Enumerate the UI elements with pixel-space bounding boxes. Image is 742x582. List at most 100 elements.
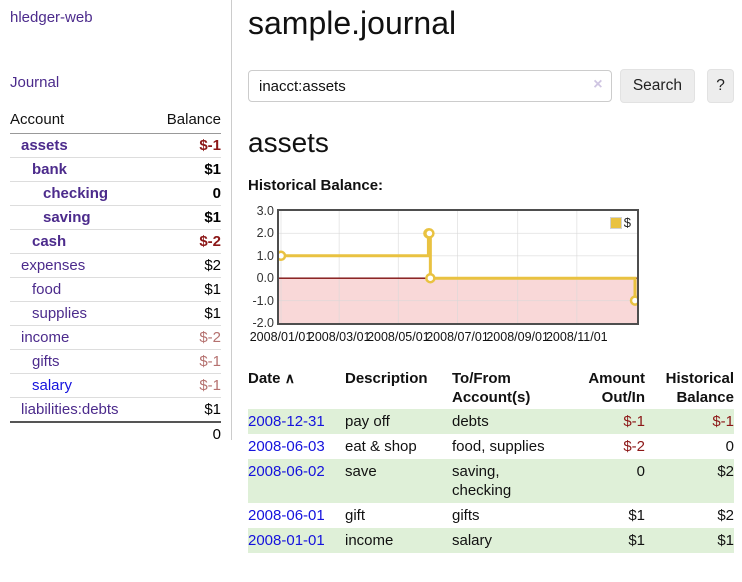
transaction-description: pay off — [345, 409, 452, 434]
page-title: sample.journal — [248, 5, 457, 41]
account-row: supplies $1 — [10, 301, 221, 326]
x-axis-tick-label: 2008/05/01 — [367, 330, 430, 344]
y-axis-tick-label: -2.0 — [252, 316, 274, 330]
account-row: salary $-1 — [10, 373, 221, 398]
search-button[interactable]: Search — [619, 69, 696, 103]
y-axis-tick-label: -1.0 — [252, 293, 274, 308]
account-row: liabilities:debts $1 — [10, 397, 221, 422]
register-row: 2008-06-02 save saving, checking 0 $2 — [248, 459, 734, 503]
x-axis-tick-label: 2008/03/01 — [307, 330, 371, 344]
account-row: saving $1 — [10, 205, 221, 230]
transaction-accounts: gifts — [452, 507, 480, 524]
sort-asc-icon: ∧ — [284, 370, 295, 386]
transaction-balance: $1 — [645, 528, 734, 553]
account-link-cash[interactable]: cash — [32, 233, 67, 250]
accounts-total-row: 0 — [10, 421, 221, 446]
account-row: income $-2 — [10, 325, 221, 350]
transaction-accounts: salary — [452, 528, 560, 553]
register-row: 2008-06-01 gift gifts $1 $2 — [248, 503, 734, 528]
clear-search-icon[interactable]: × — [593, 76, 603, 93]
account-balance: $-2 — [150, 325, 221, 350]
transaction-accounts: debts — [452, 409, 560, 434]
account-row: bank $1 — [10, 157, 221, 182]
account-row: cash $-2 — [10, 229, 221, 254]
transaction-amount: $1 — [628, 507, 645, 524]
x-axis-tick-label: 2008/09/01 — [486, 330, 549, 344]
transaction-description: eat & shop — [345, 438, 417, 455]
transaction-amount: $-2 — [623, 438, 645, 455]
account-balance: 0 — [150, 181, 221, 206]
accounts-total: 0 — [150, 421, 221, 446]
accounts-header-account: Account — [10, 108, 151, 134]
account-row: food $1 — [10, 277, 221, 302]
account-link-gifts[interactable]: gifts — [32, 353, 60, 370]
y-axis-tick-label: 1.0 — [256, 248, 274, 263]
y-axis-tick-label: 3.0 — [256, 204, 274, 218]
register-row: 2008-06-03 eat & shop food, supplies $-2… — [248, 434, 734, 459]
account-link-supplies[interactable]: supplies — [32, 305, 88, 322]
account-heading: assets — [248, 127, 329, 158]
accounts-table: Account Balance assets $-1 bank $1 checkin… — [10, 108, 221, 446]
account-link-expenses[interactable]: expenses — [21, 257, 86, 274]
account-link-salary[interactable]: salary — [32, 377, 73, 394]
transaction-description: income — [345, 528, 452, 553]
account-link-bank[interactable]: bank — [32, 161, 68, 178]
sidebar: hledger-web Journal Account Balance asse… — [0, 0, 232, 446]
account-link-saving[interactable]: saving — [43, 209, 91, 226]
transaction-accounts: food, supplies — [452, 438, 545, 455]
transaction-description: save — [345, 459, 452, 503]
register-header-date[interactable]: Date ∧ — [248, 370, 295, 387]
account-row: checking 0 — [10, 181, 221, 206]
help-button[interactable]: ? — [707, 69, 734, 103]
register-header-description: Description — [345, 370, 428, 387]
transaction-date-link[interactable]: 2008-06-01 — [248, 507, 325, 524]
register-row: 2008-12-31 pay off debts $-1 $-1 — [248, 409, 734, 434]
account-link-food[interactable]: food — [32, 281, 62, 298]
transaction-accounts: saving, checking — [452, 459, 560, 503]
account-link-checking[interactable]: checking — [43, 185, 109, 202]
search-input[interactable] — [248, 70, 612, 102]
chart-legend: $ — [608, 215, 632, 230]
account-balance: $-1 — [150, 373, 221, 398]
transaction-date-link[interactable]: 2008-06-02 — [248, 463, 325, 480]
transaction-balance: $2 — [717, 507, 734, 524]
account-row: gifts $-1 — [10, 349, 221, 374]
transaction-balance: 0 — [725, 438, 734, 455]
register-header-balance: Historical Balance — [665, 370, 734, 406]
account-link-liabilities-debts[interactable]: liabilities:debts — [21, 401, 119, 418]
account-balance: $1 — [150, 157, 221, 182]
register-row: 2008-01-01 income salary $1 $1 — [248, 528, 734, 553]
legend-swatch-icon — [609, 216, 622, 229]
sidebar-item-journal[interactable]: Journal — [10, 74, 60, 91]
transaction-date-link[interactable]: 2008-06-03 — [248, 438, 325, 455]
account-link-income[interactable]: income — [21, 329, 70, 346]
account-balance: $1 — [150, 277, 221, 302]
main-content: sample.journal × Search ? assets Histori… — [248, 0, 734, 553]
y-axis-tick-label: 0.0 — [256, 271, 274, 286]
transaction-date-link[interactable]: 2008-01-01 — [248, 532, 325, 549]
transaction-balance: $-1 — [645, 409, 734, 434]
account-balance: $1 — [150, 301, 221, 326]
account-balance: $-2 — [150, 229, 221, 254]
account-balance: $-1 — [150, 349, 221, 374]
accounts-header-balance: Balance — [150, 108, 221, 134]
account-balance: $1 — [150, 397, 221, 422]
historical-balance-chart: $ 3.0 2.0 1.0 0.0 -1.0 -2.0 2008/01/01 2008/03/… — [248, 204, 734, 349]
transaction-balance: $2 — [645, 459, 734, 503]
brand-link[interactable]: hledger-web — [10, 9, 93, 26]
transaction-amount: $-1 — [560, 409, 645, 434]
register-header-amount: Amount Out/In — [588, 370, 645, 406]
transaction-description: gift — [345, 507, 366, 524]
x-axis-tick-label: 2008/07/01 — [426, 330, 489, 344]
x-axis-tick-label: 2008/11/01 — [545, 330, 608, 344]
register-header-row: Date ∧ Description To/From Account(s) Amo… — [248, 367, 734, 409]
transaction-date-link[interactable]: 2008-12-31 — [248, 413, 325, 430]
account-balance: $1 — [150, 205, 221, 230]
transaction-amount: 0 — [560, 459, 645, 503]
register-table: Date ∧ Description To/From Account(s) Amo… — [248, 367, 734, 553]
transaction-amount: $1 — [560, 528, 645, 553]
account-balance: $-1 — [199, 137, 221, 154]
register-header-accounts: To/From Account(s) — [452, 370, 531, 406]
account-link-assets[interactable]: assets — [21, 137, 68, 154]
x-axis-tick-label: 2008/01/01 — [249, 330, 313, 344]
